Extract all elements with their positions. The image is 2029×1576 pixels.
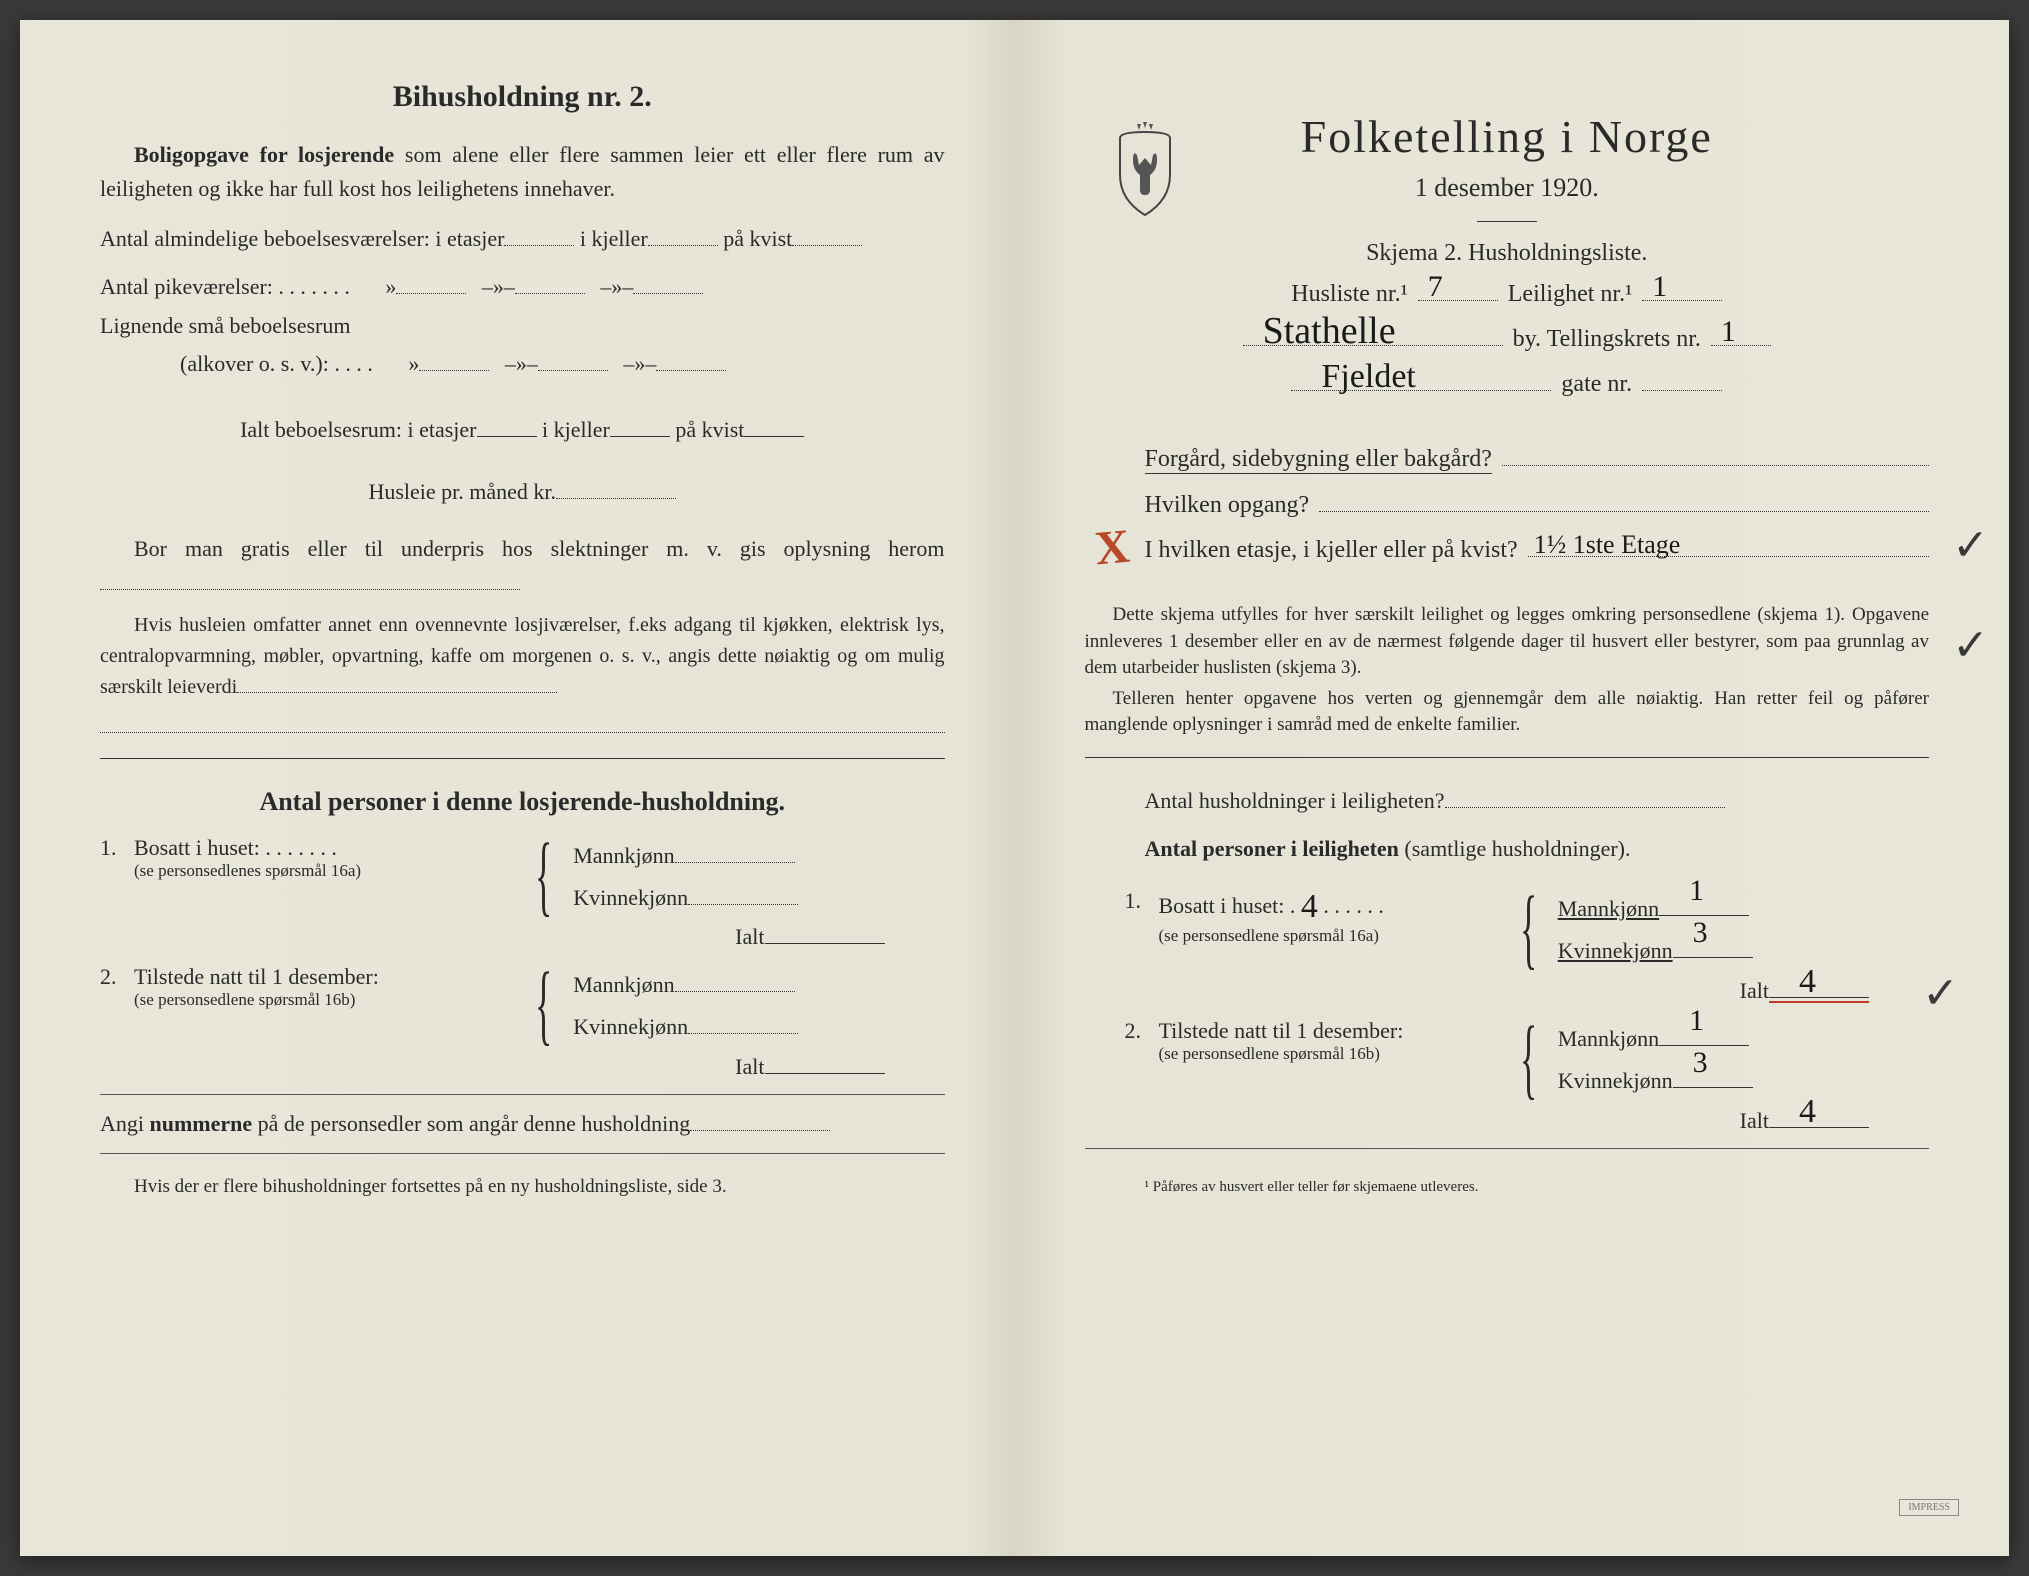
printer-stamp: IMPRESS (1899, 1499, 1959, 1516)
intro-bold: Boligopgave for losjerende (134, 142, 394, 167)
schema-line: Skjema 2. Husholdningsliste. (1085, 240, 1930, 267)
section-title-left: Antal personer i denne losjerende-hushol… (100, 787, 945, 817)
left-page: Bihusholdning nr. 2. Boligopgave for los… (20, 20, 1015, 1556)
check-mark-1: ✓ (1952, 520, 1989, 571)
husliste-value: 7 (1428, 270, 1443, 304)
thin-rule (100, 1094, 945, 1095)
etasje-line: I hvilken etasje, i kjeller eller på kvi… (1085, 533, 1930, 564)
line-rent: Husleie pr. måned kr. (100, 469, 945, 515)
instructions-1: Dette skjema utfylles for hver særskilt … (1085, 602, 1930, 682)
short-rule (1477, 221, 1537, 222)
kvinne-val-1: 3 (1693, 904, 1708, 961)
husliste-line: Husliste nr.¹ 7 Leilighet nr.¹ 1 (1085, 277, 1930, 308)
kvinne-val-2: 3 (1693, 1034, 1708, 1091)
bosatt-val: 4 (1301, 888, 1318, 925)
leilighet-value: 1 (1652, 270, 1667, 304)
etasje-value: 1½ 1ste Etage (1534, 530, 1681, 560)
right-title: Folketelling i Norge (1085, 110, 1930, 163)
by-line: Stathelle by. Tellingskrets nr. 1 (1085, 322, 1930, 353)
gate-value: Fjeldet (1321, 358, 1415, 396)
check-mark-3: ✓ (1922, 968, 1959, 1019)
by-value: Stathelle (1263, 309, 1396, 353)
ialt-row-1-right: Ialt4 ✓ (1085, 978, 1930, 1004)
para-hvis: Hvis husleien omfatter annet enn ovennev… (100, 610, 945, 703)
thin-rule (100, 1153, 945, 1154)
coat-of-arms-icon (1105, 120, 1185, 220)
ialt-row-2-left: Ialt (100, 1054, 945, 1080)
red-underline (1769, 1001, 1869, 1003)
x-mark-annotation: X (1092, 519, 1131, 577)
gate-line: Fjeldet gate nr. (1085, 367, 1930, 398)
left-title: Bihusholdning nr. 2. (100, 80, 945, 114)
line-beboelse: Antal almindelige beboelsesværelser: i e… (100, 216, 945, 262)
para-angi: Angi nummerne på de personsedler som ang… (100, 1107, 945, 1141)
right-page: Folketelling i Norge 1 desember 1920. Sk… (1015, 20, 2010, 1556)
check-mark-2: ✓ (1952, 620, 1989, 671)
footer-left: Hvis der er flere bihusholdninger fortse… (100, 1176, 945, 1198)
thin-rule (1085, 1148, 1930, 1149)
row-tilstede-left: 2. Tilstede natt til 1 desember: (se per… (100, 964, 945, 1048)
brace-icon: { (535, 964, 552, 1045)
ialt-val-2: 4 (1799, 1093, 1816, 1131)
forgard-line: Forgård, sidebygning eller bakgård? (1085, 442, 1930, 474)
ialt-row-2-right: Ialt4 (1085, 1108, 1930, 1134)
brace-icon: { (1519, 888, 1536, 969)
row-bosatt-left: 1. Bosatt i huset: . . . . . . . (se per… (100, 835, 945, 919)
antal-pers-line: Antal personer i leiligheten (samtlige h… (1085, 826, 1930, 872)
antal-hush-line: Antal husholdninger i leiligheten? (1085, 778, 1930, 824)
document-spread: Bihusholdning nr. 2. Boligopgave for los… (20, 20, 2009, 1556)
right-subtitle: 1 desember 1920. (1085, 173, 1930, 203)
ialt-val-1: 4 (1799, 963, 1816, 1001)
footnote-right: ¹ Påføres av husvert eller teller før sk… (1085, 1179, 1930, 1196)
ialt-row-1-left: Ialt (100, 924, 945, 950)
line-ialt-rum: Ialt beboelsesrum: i etasjer i kjeller p… (100, 407, 945, 453)
brace-icon: { (535, 835, 552, 916)
brace-icon: { (1519, 1018, 1536, 1099)
instructions-2: Telleren henter opgavene hos verten og g… (1085, 686, 1930, 739)
opgang-line: Hvilken opgang? (1085, 488, 1930, 519)
dotted-line (100, 731, 945, 733)
row-bosatt-right: 1. Bosatt i huset: . 4 . . . . . . (se p… (1085, 888, 1930, 972)
krets-value: 1 (1721, 315, 1736, 349)
divider-rule (100, 758, 945, 759)
line-pike: Antal pikeværelser: . . . . . . . » –»– … (100, 264, 945, 310)
line-lignende: Lignende små beboelsesrum (100, 313, 945, 339)
intro-paragraph: Boligopgave for losjerende som alene ell… (100, 138, 945, 206)
line-alkover: (alkover o. s. v.): . . . . » –»– –»– (100, 341, 945, 387)
row-tilstede-right: 2. Tilstede natt til 1 desember: (se per… (1085, 1018, 1930, 1102)
para-gratis: Bor man gratis eller til underpris hos s… (100, 532, 945, 600)
divider-rule (1085, 757, 1930, 758)
